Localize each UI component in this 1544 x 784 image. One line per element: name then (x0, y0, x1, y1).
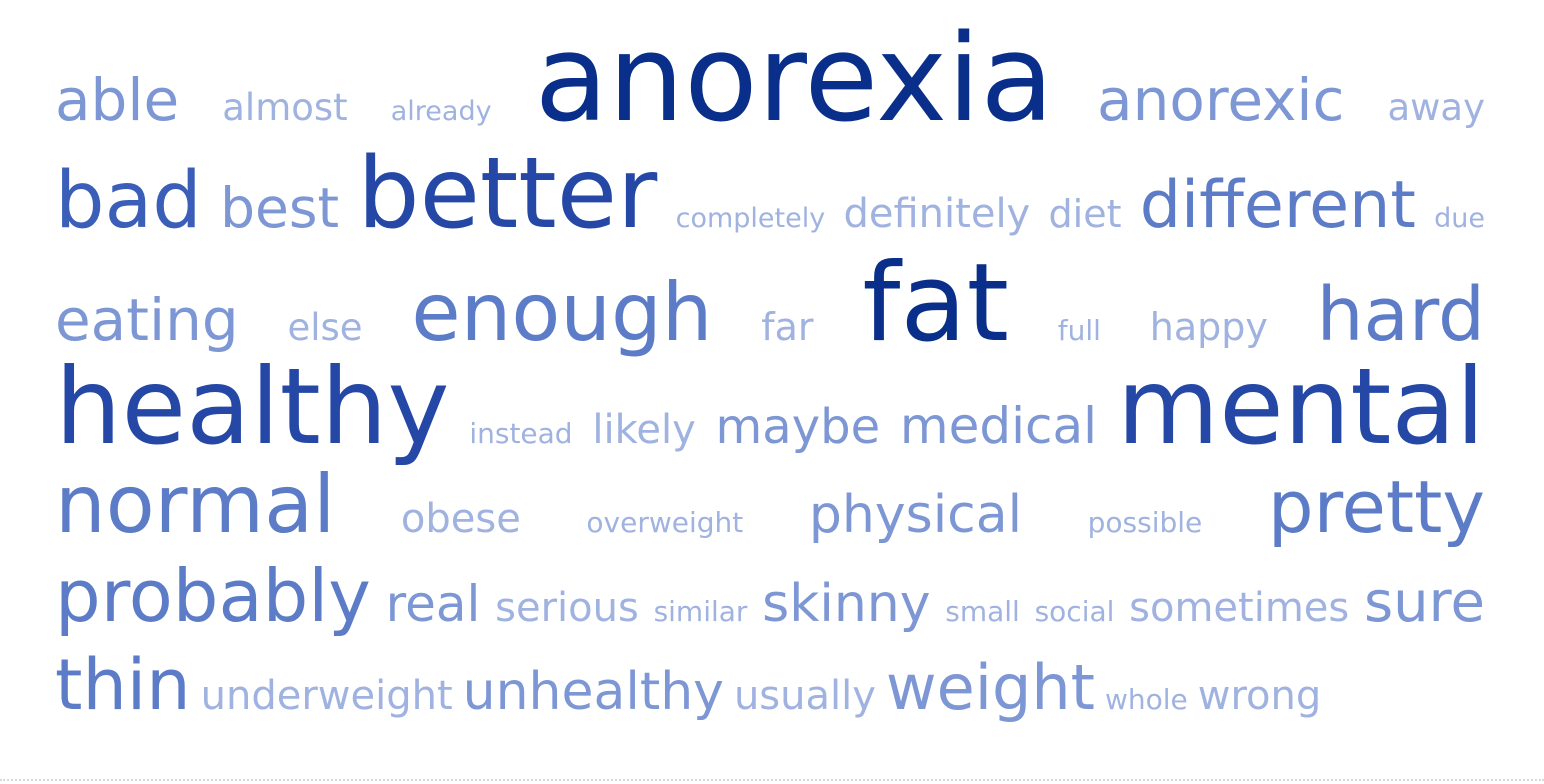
bottom-divider (0, 779, 1544, 781)
word-row: bad best better completely definitely diet dif… (55, 145, 1485, 248)
word-able[interactable]: able (55, 66, 180, 134)
word-different[interactable]: different (1139, 168, 1416, 243)
word-diet[interactable]: diet (1048, 192, 1122, 236)
word-due[interactable]: due (1434, 203, 1485, 234)
word-possible[interactable]: possible (1087, 506, 1203, 539)
word-usually[interactable]: usually (733, 673, 876, 719)
word-row: normal obese overweight physical possible pre… (55, 465, 1485, 549)
word-sometimes[interactable]: sometimes (1129, 585, 1350, 631)
word-best[interactable]: best (220, 176, 340, 240)
word-sure[interactable]: sure (1364, 570, 1485, 635)
word-far[interactable]: far (761, 305, 814, 349)
word-similar[interactable]: similar (653, 595, 748, 628)
word-physical[interactable]: physical (808, 485, 1023, 545)
word-healthy[interactable]: healthy (55, 346, 450, 468)
word-anorexia[interactable]: anorexia (534, 10, 1054, 149)
word-almost[interactable]: almost (222, 86, 348, 129)
word-row: probably real serious similar skinny small soc… (55, 560, 1485, 636)
word-serious[interactable]: serious (495, 585, 639, 631)
word-fat[interactable]: fat (862, 241, 1009, 366)
word-real[interactable]: real (385, 575, 481, 633)
word-better[interactable]: better (357, 137, 658, 251)
word-thin[interactable]: thin (55, 644, 191, 726)
word-social[interactable]: social (1034, 595, 1115, 628)
word-row: eating else enough far fat full happy hard (55, 250, 1485, 363)
word-anorexic[interactable]: anorexic (1097, 66, 1345, 134)
word-instead[interactable]: instead (469, 417, 573, 450)
word-pretty[interactable]: pretty (1267, 465, 1485, 549)
word-whole[interactable]: whole (1104, 683, 1188, 716)
word-underweight[interactable]: underweight (200, 673, 453, 719)
word-definitely[interactable]: definitely (843, 191, 1031, 237)
word-wrong[interactable]: wrong (1197, 673, 1322, 719)
word-overweight[interactable]: overweight (586, 506, 744, 539)
word-medical[interactable]: medical (899, 397, 1098, 455)
word-maybe[interactable]: maybe (715, 399, 881, 455)
word-mental[interactable]: mental (1116, 346, 1485, 468)
word-full[interactable]: full (1057, 314, 1101, 347)
word-enough[interactable]: enough (411, 266, 713, 359)
word-weight[interactable]: weight (885, 651, 1095, 724)
word-row: able almost already anorexia anorexic away (55, 20, 1485, 146)
word-hard[interactable]: hard (1316, 272, 1485, 358)
word-probably[interactable]: probably (55, 554, 371, 638)
word-bad[interactable]: bad (55, 156, 202, 246)
word-happy[interactable]: happy (1149, 305, 1268, 349)
word-completely[interactable]: completely (675, 203, 826, 234)
word-unhealthy[interactable]: unhealthy (462, 662, 724, 722)
word-normal[interactable]: normal (55, 458, 336, 551)
word-skinny[interactable]: skinny (762, 574, 931, 634)
word-eating[interactable]: eating (55, 286, 239, 354)
word-small[interactable]: small (945, 595, 1020, 628)
word-else[interactable]: else (287, 306, 363, 349)
word-obese[interactable]: obese (400, 496, 521, 542)
word-row: healthy instead likely maybe medical mental (55, 355, 1485, 465)
word-row: thin underweight unhealthy usually weight who… (55, 650, 1485, 724)
word-already[interactable]: already (390, 96, 492, 127)
word-away[interactable]: away (1387, 86, 1485, 129)
word-likely[interactable]: likely (592, 407, 696, 453)
